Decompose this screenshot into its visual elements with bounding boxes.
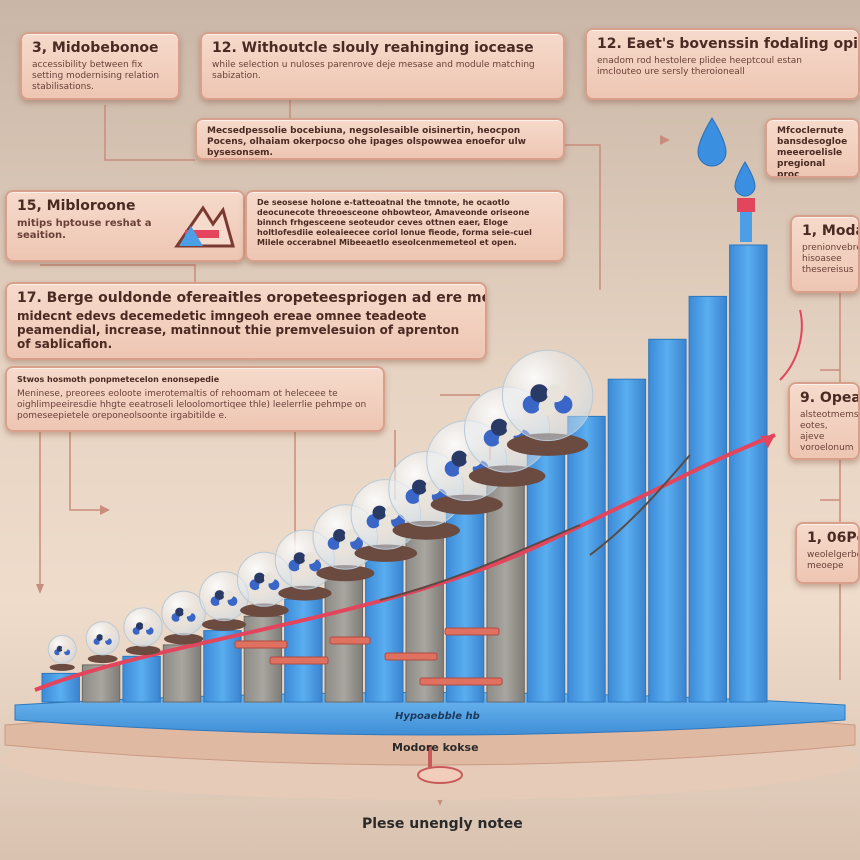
chart-bars — [41, 244, 768, 703]
card-title: 3, Midobebonoe — [32, 40, 159, 56]
card-slouly-reahinging: 12. Withoutcle slouly reahinging iocease… — [200, 32, 565, 100]
base-label: Modore kokse — [392, 741, 479, 754]
chart-bar — [486, 481, 525, 703]
chart-bar — [162, 644, 202, 703]
card-body: enadom rod hestolere plidee heeptcoul es… — [597, 56, 802, 77]
card-mecsedpessolie: Mecsedpessolie bocebiuna, negsolesaible … — [195, 118, 565, 160]
mountain-icon — [174, 205, 235, 248]
card-stwos-hosmoth: Stwos hosmoth ponpmetecelon enonsepedie … — [5, 366, 385, 432]
card-body: mitips hptouse reshat a seaition. — [17, 218, 152, 241]
molecule-bubble — [501, 349, 594, 456]
platform-label: Hypoaebble hb — [395, 711, 480, 722]
card-06po: 1, 06Po weolelgerbooe meoepe — [795, 522, 860, 584]
card-body: midecnt edevs decemedetic imngeoh ereae … — [17, 309, 460, 351]
chart-bar — [648, 338, 687, 703]
molecule-bubble — [161, 590, 206, 645]
card-body: accessibility between fix setting modern… — [32, 60, 160, 92]
card-text: Mecsedpessolie bocebiuna, negsolesaible … — [207, 126, 526, 158]
card-text: Mfcoclernute bansdesogloe meeeroelisle p… — [777, 126, 848, 178]
trend-curve — [34, 433, 776, 692]
chart-bar — [526, 450, 566, 703]
card-moda: 1, Moda prenionvebreeal hisoasee thesere… — [790, 215, 860, 293]
card-mfcoclernute: Mfcoclernute bansdesogloe meeeroelisle p… — [765, 118, 860, 178]
card-title: 1, Moda — [802, 223, 860, 239]
card-title: 1, 06Po — [807, 530, 858, 546]
bottom-caption: Plese unengly notee — [362, 816, 523, 832]
card-body: Meninese, preorees eoloote imerotemaltis… — [17, 389, 367, 421]
card-title: Stwos hosmoth ponpmetecelon enonsepedie — [17, 375, 220, 384]
card-mibloroone: 15, Mibloroone mitips hptouse reshat a s… — [5, 190, 245, 262]
card-body: while selection u nuloses parenrove deje… — [212, 60, 535, 81]
card-title: 9. Opeal — [800, 390, 860, 406]
card-body: weolelgerbooe meoepe — [807, 550, 858, 571]
molecule-bubble — [123, 607, 163, 656]
chart-bar — [445, 510, 485, 703]
card-midobebonoe: 3, Midobebonoe accessibility between fix… — [20, 32, 180, 100]
card-title: 17. Berge ouldonde ofereaitles oropetees… — [17, 290, 487, 306]
bar-arrows — [234, 627, 503, 686]
card-de-seosese: De seosese holone e-tatteoatnal the tmno… — [245, 190, 565, 262]
card-opeal: 9. Opeal alsteotmemsmeheoe eotes, ajeve … — [788, 382, 860, 460]
chart-bar — [688, 295, 727, 703]
molecule-bubble — [47, 634, 77, 671]
molecule-bubble — [199, 571, 249, 631]
card-title: 12. Eaet's bovenssin fodaling opienom — [597, 36, 858, 52]
card-title: 15, Mibloroone — [17, 198, 136, 214]
molecule-bubble — [85, 621, 120, 664]
card-text: De seosese holone e-tatteoatnal the tmno… — [257, 198, 532, 247]
chart-bar — [405, 535, 444, 703]
molecule-bubbles — [47, 349, 594, 671]
chart-bar — [607, 378, 647, 703]
chart-bar — [122, 655, 161, 703]
chart-bar — [284, 598, 323, 703]
card-berge-ouldonde: 17. Berge ouldonde ofereaitles oropetees… — [5, 282, 487, 360]
card-body: prenionvebreeal hisoasee thesereisus — [802, 243, 858, 275]
card-body: alsteotmemsmeheoe eotes, ajeve voroelonu… — [800, 410, 859, 453]
chart-platform — [0, 692, 860, 800]
card-eaets-bovenssin: 12. Eaet's bovenssin fodaling opienom en… — [585, 28, 860, 100]
chart-bar — [729, 244, 768, 703]
chart-bar — [365, 558, 404, 703]
water-droplets — [697, 117, 756, 242]
chart-bar — [567, 415, 606, 703]
card-title: 12. Withoutcle slouly reahinging iocease — [212, 40, 534, 56]
